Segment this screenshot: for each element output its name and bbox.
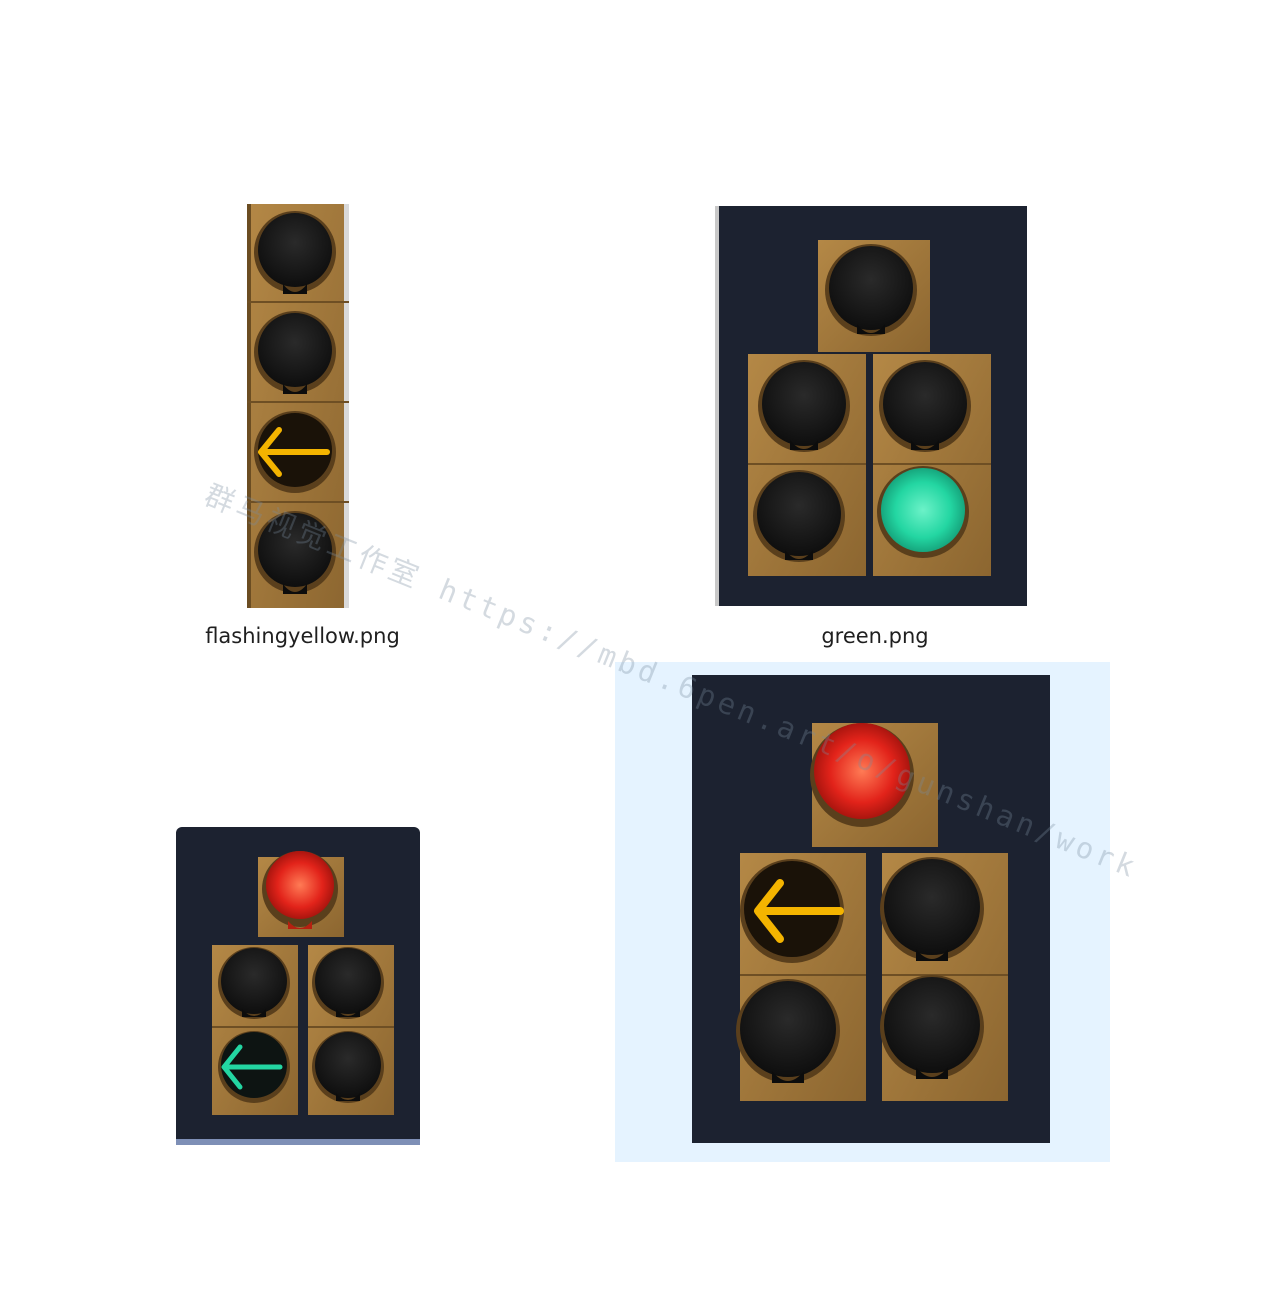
green-left-arrow-lamp [218,1031,290,1103]
yellow-left-arrow-lamp [740,859,844,963]
traffic-light-thumbnail [247,204,349,608]
file-tile-flashingyellow[interactable]: flashingyellow.png [190,196,415,666]
lamp-off [880,857,984,961]
file-tile-red-yellow-arrow[interactable] [615,662,1110,1162]
lamp-off [312,1031,384,1103]
red-ball-lamp [810,723,914,827]
lamp-off [254,211,336,294]
lamp-off [880,975,984,1079]
lamp-off [736,979,840,1083]
lamp-off [825,244,917,336]
green-ball-lamp [877,466,969,558]
lamp-off [218,947,290,1019]
red-ball-lamp [262,851,338,929]
file-name: green.png [821,624,929,648]
lamp-off [254,311,336,394]
lamp-off [312,947,384,1019]
traffic-light-thumbnail [692,675,1050,1143]
lamp-off [879,360,971,452]
yellow-left-arrow-lamp [254,411,336,493]
lamp-off [254,511,336,594]
lamp-off [753,470,845,562]
file-name: flashingyellow.png [205,624,400,648]
traffic-light-thumbnail [715,206,1027,606]
lamp-off [758,360,850,452]
traffic-light-thumbnail [176,827,420,1145]
file-tile-red-green-arrow[interactable] [160,815,440,1160]
file-tile-green[interactable]: green.png [700,196,1050,666]
